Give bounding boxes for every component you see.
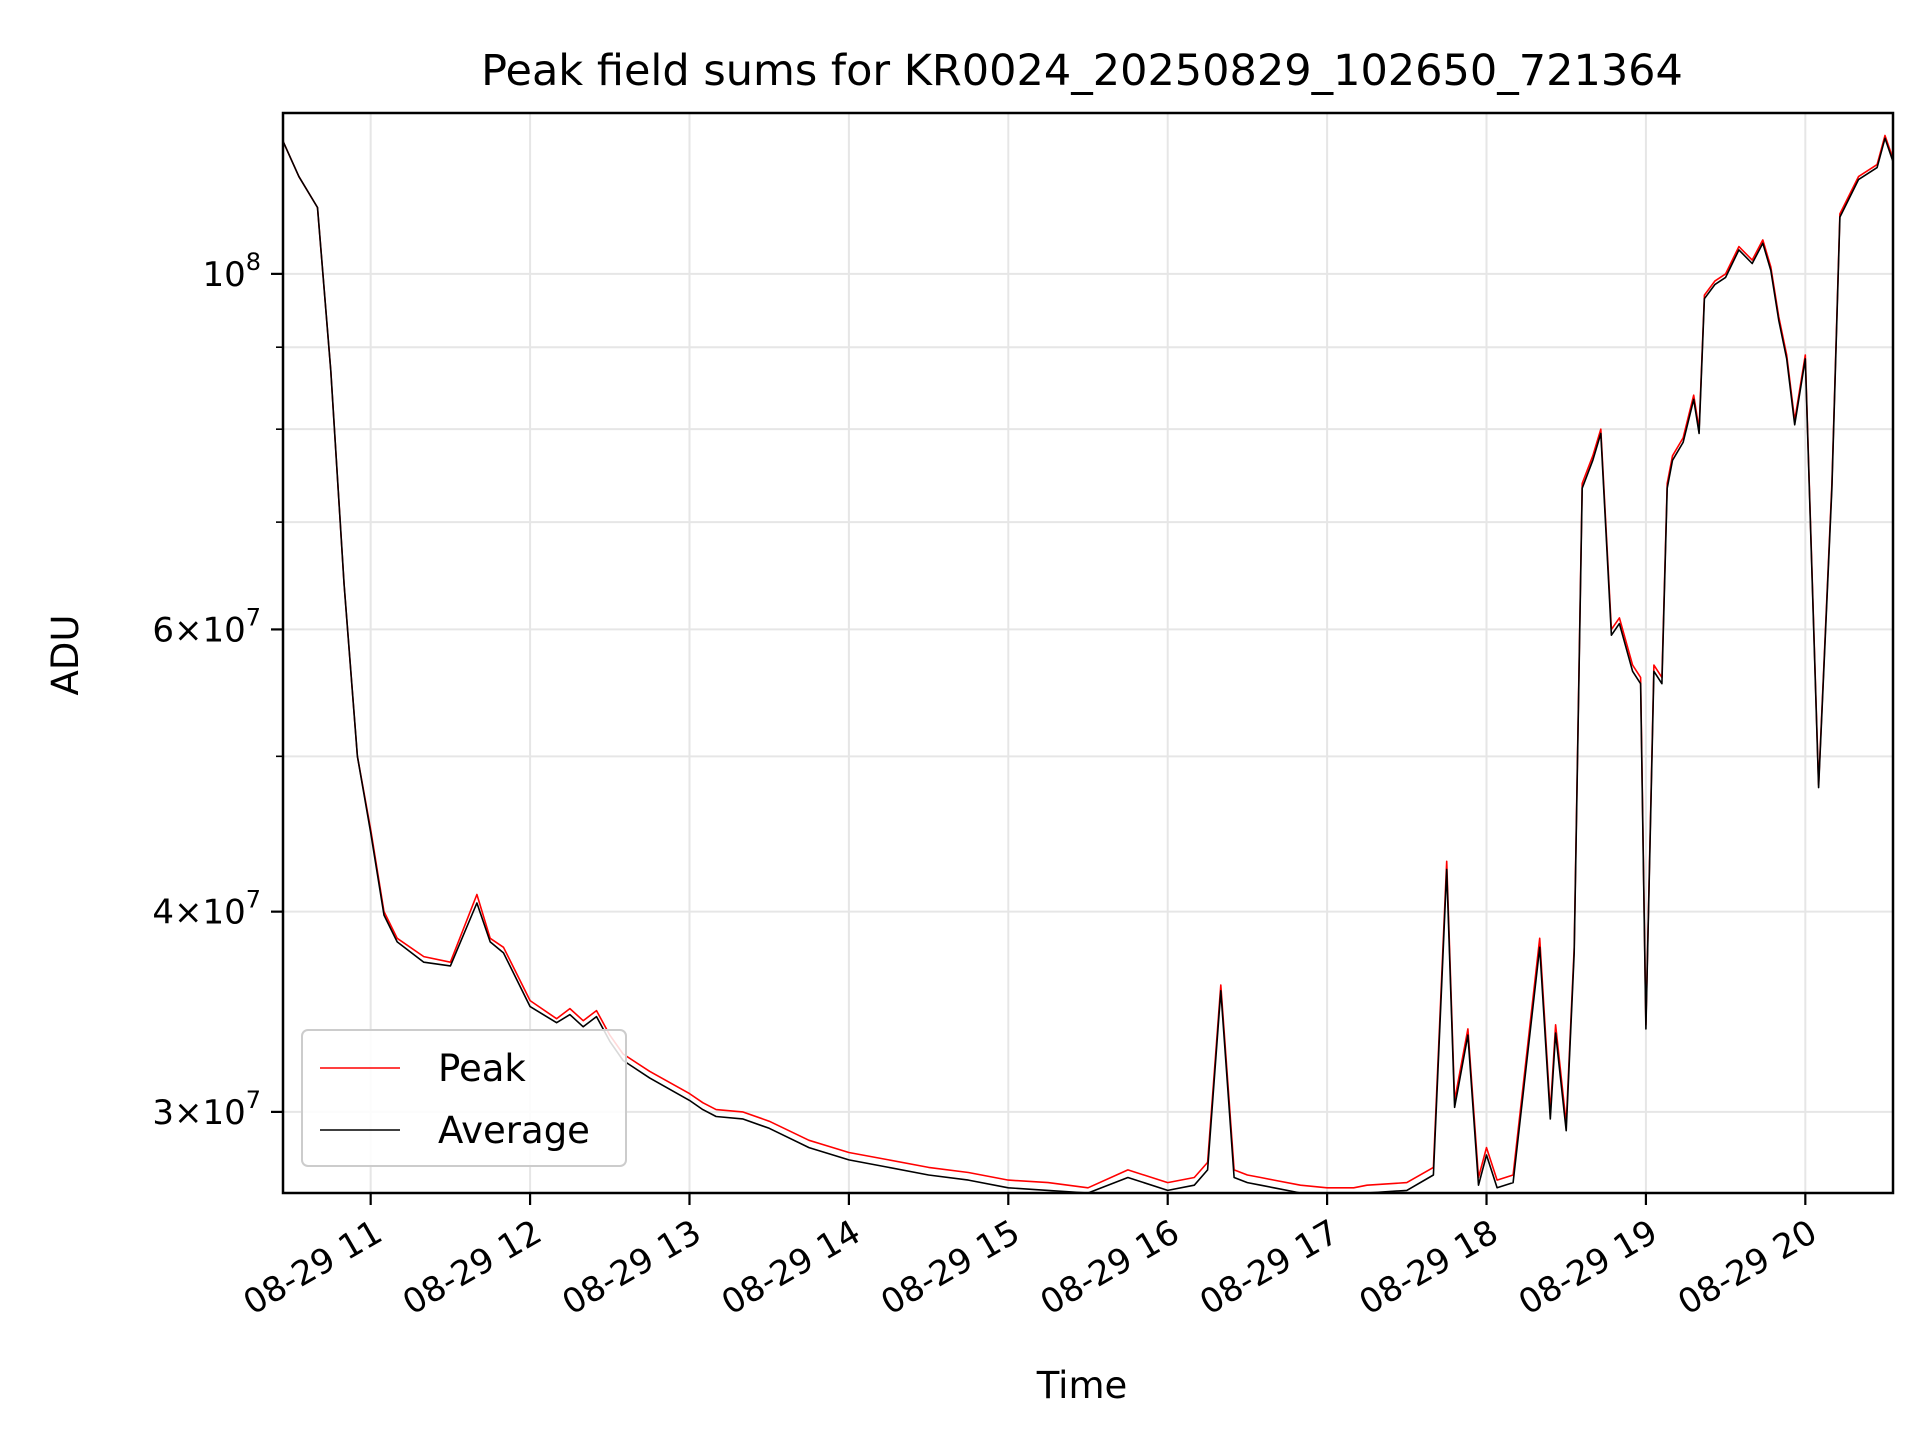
legend: Peak Average — [301, 1029, 627, 1167]
y-tick-label: 6×107 — [152, 603, 261, 650]
y-axis-ticks: 3×107 4×107 6×107 108 — [152, 248, 283, 1133]
legend-peak-label: Peak — [438, 1047, 526, 1090]
y-tick-label: 3×107 — [152, 1086, 261, 1133]
y-tick-label: 4×107 — [152, 886, 261, 933]
chart-title: Peak field sums for KR0024_20250829_1026… — [481, 46, 1683, 96]
plot-frame — [281, 111, 1895, 1195]
grid — [283, 113, 1893, 1193]
x-axis-label: Time — [1036, 1364, 1128, 1407]
y-tick-label: 108 — [202, 248, 261, 295]
series-line-peak — [282, 134, 1894, 1189]
legend-box — [301, 1029, 627, 1167]
y-axis-label: ADU — [44, 615, 87, 696]
legend-average-label: Average — [438, 1109, 590, 1152]
